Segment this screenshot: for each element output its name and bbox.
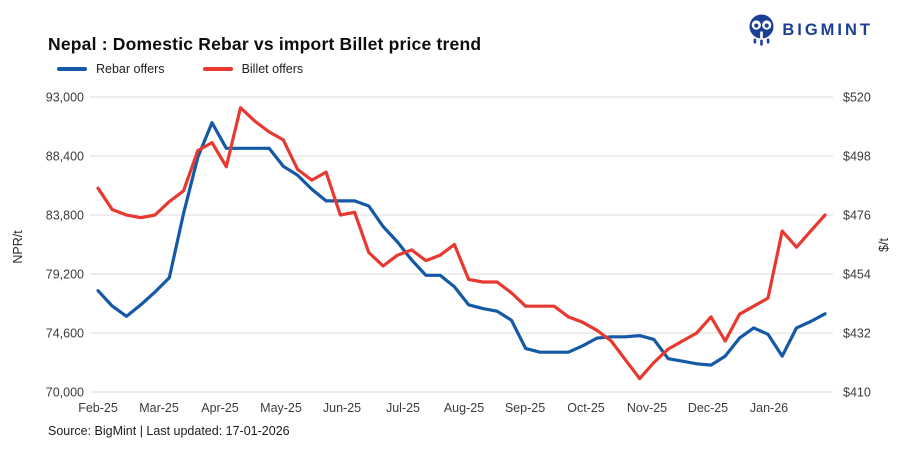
svg-text:Jul-25: Jul-25 <box>386 401 420 415</box>
svg-text:$498: $498 <box>843 150 871 164</box>
legend-item-rebar: Rebar offers <box>57 62 165 76</box>
chart-legend: Rebar offers Billet offers <box>57 62 303 76</box>
legend-item-billet: Billet offers <box>202 62 304 76</box>
svg-text:Mar-25: Mar-25 <box>139 401 179 415</box>
svg-text:Jan-26: Jan-26 <box>750 401 788 415</box>
svg-text:$476: $476 <box>843 209 871 223</box>
svg-text:70,000: 70,000 <box>46 386 84 400</box>
svg-text:83,800: 83,800 <box>46 209 84 223</box>
svg-text:Feb-25: Feb-25 <box>78 401 118 415</box>
svg-text:88,400: 88,400 <box>46 150 84 164</box>
svg-text:May-25: May-25 <box>260 401 302 415</box>
rebar-line-swatch <box>57 67 87 71</box>
svg-text:$520: $520 <box>843 91 871 105</box>
svg-text:$454: $454 <box>843 268 871 282</box>
svg-text:Aug-25: Aug-25 <box>444 401 484 415</box>
svg-text:$/t: $/t <box>877 238 891 252</box>
svg-text:74,600: 74,600 <box>46 327 84 341</box>
svg-text:93,000: 93,000 <box>46 91 84 105</box>
svg-text:Nov-25: Nov-25 <box>627 401 667 415</box>
svg-text:Dec-25: Dec-25 <box>688 401 728 415</box>
billet-line-swatch <box>202 67 233 71</box>
svg-text:NPR/t: NPR/t <box>11 230 25 264</box>
svg-text:$432: $432 <box>843 327 871 341</box>
svg-text:Oct-25: Oct-25 <box>567 401 605 415</box>
svg-text:Sep-25: Sep-25 <box>505 401 545 415</box>
bigmint-logo-text: BIGMINT <box>782 20 873 39</box>
page-title: Nepal : Domestic Rebar vs import Billet … <box>48 33 482 54</box>
legend-label-billet: Billet offers <box>241 62 304 76</box>
source-note: Source: BigMint | Last updated: 17-01-20… <box>48 424 290 438</box>
bigmint-logo: BIGMINT <box>748 14 873 46</box>
svg-text:Jun-25: Jun-25 <box>323 401 361 415</box>
svg-text:Apr-25: Apr-25 <box>201 401 239 415</box>
svg-text:79,200: 79,200 <box>46 268 84 282</box>
bigmint-owl-icon <box>749 14 774 46</box>
legend-label-rebar: Rebar offers <box>96 62 165 76</box>
svg-text:$410: $410 <box>843 386 871 400</box>
